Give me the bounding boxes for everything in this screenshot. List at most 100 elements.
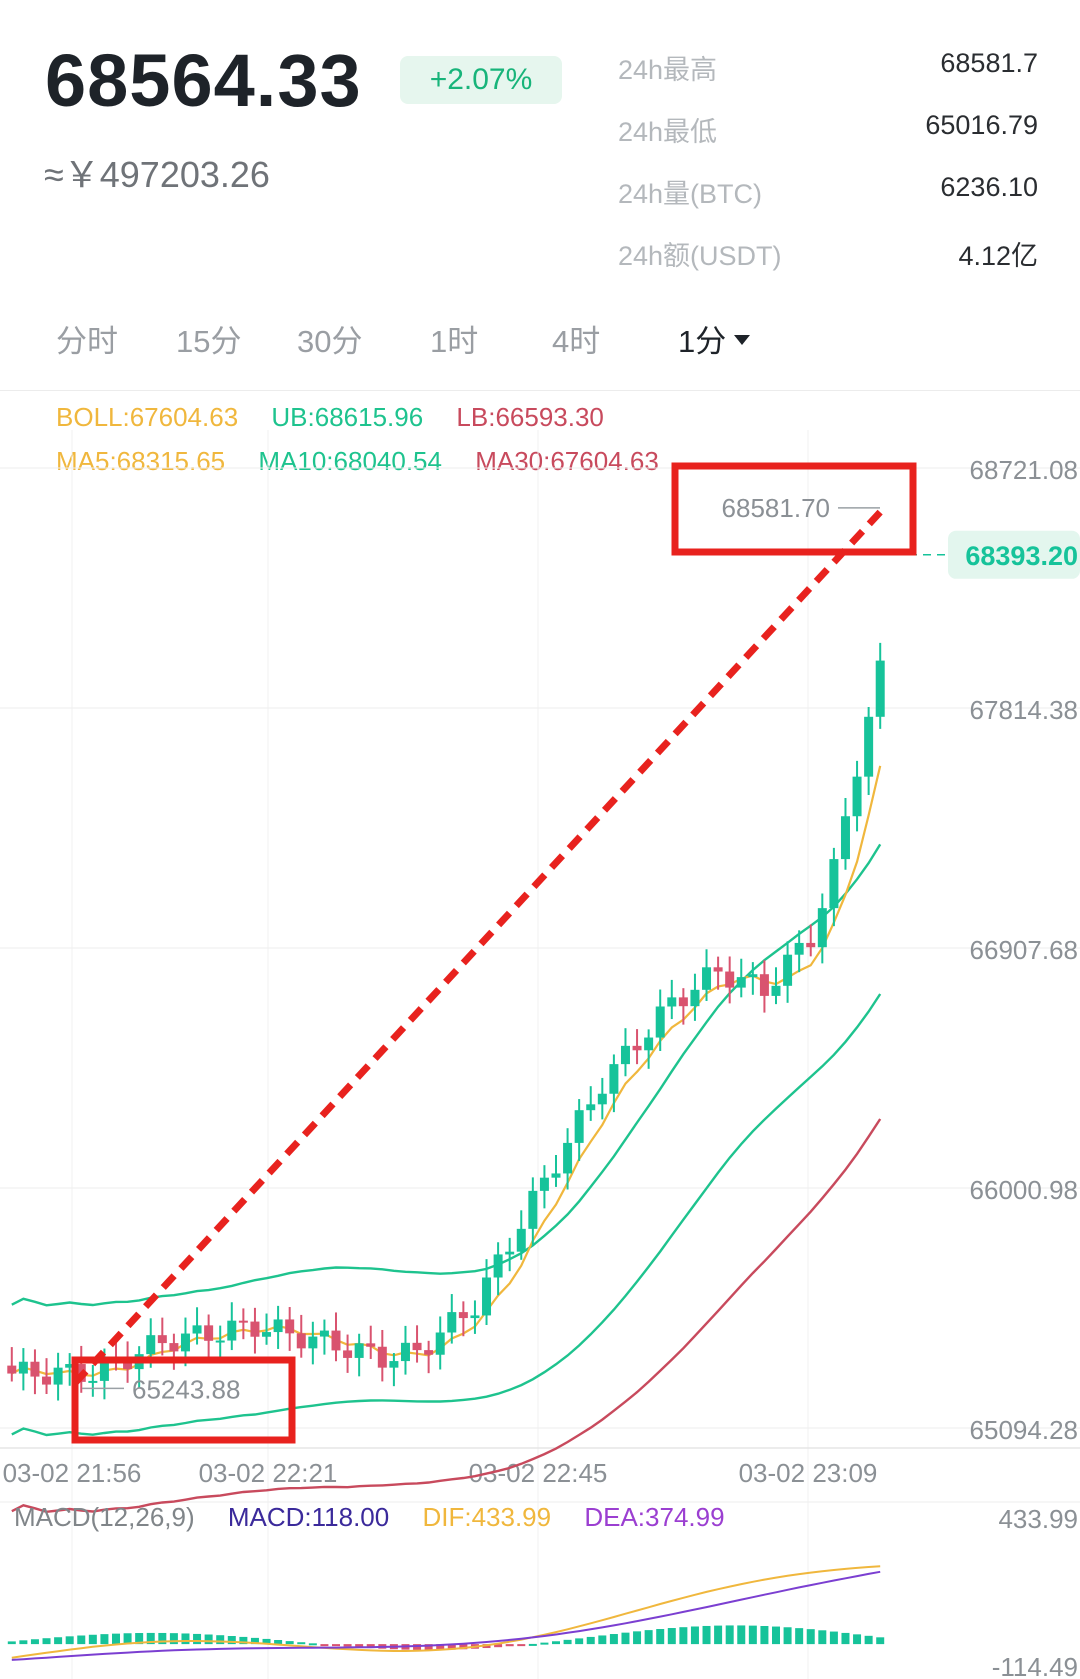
candle-body [389,1361,399,1368]
candle-body [655,1006,665,1038]
macd-histogram-bar [181,1633,190,1645]
ma30-line [11,1118,882,1514]
tab-30m[interactable]: 30分 [297,324,363,359]
macd-histogram-bar [7,1641,16,1645]
macd-histogram-bar [609,1634,618,1645]
candle-body [759,974,769,996]
macd-histogram-bar [42,1638,51,1645]
macd-histogram-bar [795,1628,804,1645]
candle-body [586,1104,596,1111]
candles [7,642,885,1401]
macd-histogram-bar [853,1634,862,1645]
x-tick-label: 03-02 23:09 [739,1458,878,1488]
cny-price: ≈￥497203.26 [44,154,270,195]
candle-body [250,1321,260,1337]
candle-body [331,1330,341,1351]
candle-body [678,997,688,1007]
low-highlight-box [71,1356,296,1444]
dea-line [11,1570,881,1661]
macd-histogram-bar [563,1639,572,1645]
trend-arrow-line [72,505,887,1386]
candle-body [771,985,781,996]
macd-histogram-bar [783,1627,792,1645]
macd-histogram-bar [864,1635,873,1645]
candle-body [632,1045,642,1051]
candle-body [620,1045,630,1065]
current-price-badge [948,530,1080,579]
y-tick-label: 66000.98 [970,1175,1078,1205]
ticker-header: 68564.33 +2.07% ≈￥497203.26 24h最高 68581.… [0,0,1080,290]
candle-body [783,954,793,986]
dif-line [11,1565,881,1659]
macd-histogram-bar [88,1634,97,1645]
candle-body [817,908,827,948]
macd-histogram-bar [459,1644,468,1650]
y-axis-labels: 68721.08 67814.38 66907.68 66000.98 65094.28 [970,455,1078,1445]
candle-body [435,1332,445,1355]
candle-body [748,974,758,978]
tab-4h[interactable]: 4时 [552,324,601,359]
candle-body [493,1254,503,1278]
candle-body [574,1110,584,1143]
x-tick-label: 03-02 21:56 [3,1458,142,1488]
boll-value: BOLL:67604.63 [56,402,239,432]
grid-lines [0,430,1080,1679]
macd-histogram-bar [262,1638,271,1645]
stat-row-low: 24h最低 65016.79 [618,106,1038,168]
macd-histogram-bar [447,1644,456,1650]
tab-timeshare[interactable]: 分时 [56,324,118,359]
macd-histogram-bar [760,1626,769,1645]
macd-histogram-bar [748,1625,757,1645]
candle-body [563,1142,573,1174]
macd-histogram-bar [552,1641,560,1645]
macd-histogram-bar [818,1630,827,1645]
stat-value: 4.12亿 [958,241,1038,271]
x-axis-labels: 03-02 21:56 03-02 22:21 03-02 22:45 03-02 2… [3,1458,878,1488]
macd-histogram-bar [575,1638,584,1645]
candle-body [343,1350,353,1358]
macd-histogram-bar [656,1629,665,1645]
ma5-value: MA5:68315.65 [56,446,226,476]
macd-histogram-bar [169,1633,178,1645]
candle-body [366,1343,376,1347]
macd-histogram-bar [644,1630,653,1645]
macd-histogram-bar [621,1632,630,1645]
stat-label: 24h量(BTC) [618,179,763,209]
candle-body [273,1319,283,1333]
lower-band-line [11,993,882,1437]
tab-1m-dropdown[interactable]: 1分 [678,316,751,361]
macd-histogram-bar [366,1644,375,1649]
tab-15m[interactable]: 15分 [176,324,242,359]
macd-histogram-bar [100,1634,109,1645]
stat-row-volume: 24h量(BTC) 6236.10 [618,168,1038,230]
tab-1h[interactable]: 1时 [430,324,479,359]
low-marker-label: 65243.88 [132,1374,240,1404]
stat-row-high: 24h最高 68581.7 [618,44,1038,106]
candle-body [725,971,735,988]
candle-body [458,1312,468,1319]
candle-body [99,1358,109,1381]
macd-histogram-bar [436,1644,445,1650]
candle-body [690,989,700,1007]
candle-body [169,1343,179,1352]
ma-legend: MA5:68315.65 MA10:68040.54 MA30:67604.63 [56,446,685,477]
candle-body [88,1380,98,1383]
interval-tabs: 分时 15分 30分 1时 4时 1分 [0,316,1080,376]
candle-body [875,660,885,717]
ub-value: UB:68615.96 [271,402,424,432]
candle-body [551,1173,561,1178]
macd-histogram-bar [250,1637,259,1645]
macd-histogram-bar [332,1644,340,1647]
macd-histogram-bar [841,1632,850,1645]
macd-histogram-bar [517,1644,526,1647]
candle-body [7,1365,17,1374]
ma30-value: MA30:67604.63 [475,446,659,476]
macd-legend: MACD(12,26,9) MACD:118.00 DIF:433.99 DEA… [14,1502,751,1533]
candle-body [354,1343,364,1358]
y-tick-label: 67814.38 [970,695,1078,725]
candle-body [308,1336,318,1349]
candle-body [840,816,850,860]
candle-body [377,1346,387,1368]
macd-histogram-bar [77,1635,86,1645]
